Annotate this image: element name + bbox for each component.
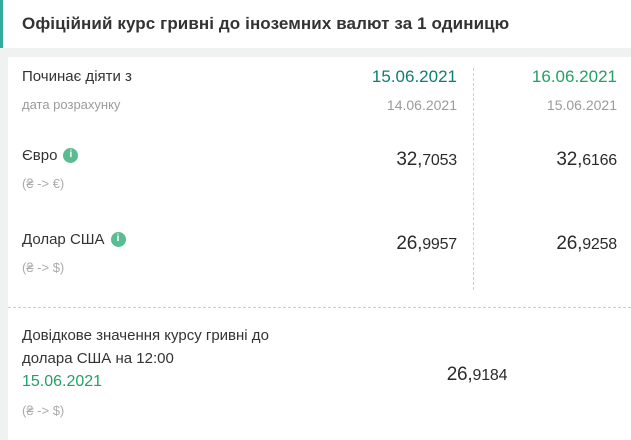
rate-eur-col1: 32,7053 [396,149,457,170]
calc-date-1: 14.06.2021 [386,97,457,113]
reference-label-block: Довідкове значення курсу гривні до долар… [22,324,337,418]
currency-name-usd: Долар США [22,230,105,248]
dates-row-label: Починає діяти з дата розрахунку [22,68,307,112]
effective-date-2: 16.06.2021 [531,67,617,86]
effective-dates-row: Починає діяти з дата розрахунку 15.06.20… [8,57,631,129]
currency-row-usd: Долар США i (₴ -> $) 26,9957 26,9258 [8,206,631,307]
currency-row-eur: Євро i (₴ -> €) 32,7053 32,6166 [8,129,631,206]
rates-table: Починає діяти з дата розрахунку 15.06.20… [8,57,631,307]
currency-pair-usd: (₴ -> $) [22,260,65,275]
effective-from-label: Починає діяти з [22,68,132,85]
reference-date: 15.06.2021 [22,373,103,390]
date-column-1: 15.06.2021 14.06.2021 [307,67,457,113]
currency-name-eur: Євро [22,146,58,164]
currency-label-eur: Євро i (₴ -> €) [22,146,307,191]
info-icon[interactable]: i [63,147,79,163]
widget-header: Офіційний курс гривні до іноземних валют… [0,0,631,48]
column-divider [473,68,474,290]
effective-date-1: 15.06.2021 [371,67,457,86]
section-divider [8,307,631,308]
rate-usd-col2: 26,9258 [556,233,617,254]
reference-value: 26,9184 [446,364,508,385]
calc-date-label: дата розрахунку [22,97,121,112]
rate-eur-col2: 32,6166 [556,149,617,170]
currency-pair-eur: (₴ -> €) [22,176,65,191]
rates-card: Починає діяти з дата розрахунку 15.06.20… [8,57,631,440]
currency-label-usd: Долар США i (₴ -> $) [22,230,307,275]
info-icon[interactable]: i [110,231,126,247]
date-column-2: 16.06.2021 15.06.2021 [473,67,617,113]
page-title: Офіційний курс гривні до іноземних валют… [22,14,510,33]
reference-pair: (₴ -> $) [22,403,65,418]
reference-label: Довідкове значення курсу гривні до долар… [22,327,269,367]
rate-usd-col1: 26,9957 [396,233,457,254]
calc-date-2: 15.06.2021 [546,97,617,113]
reference-section: Довідкове значення курсу гривні до долар… [8,308,631,418]
